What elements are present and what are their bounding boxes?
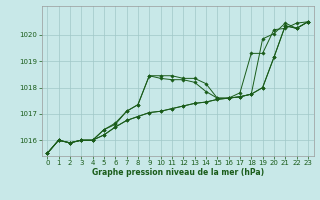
X-axis label: Graphe pression niveau de la mer (hPa): Graphe pression niveau de la mer (hPa): [92, 168, 264, 177]
